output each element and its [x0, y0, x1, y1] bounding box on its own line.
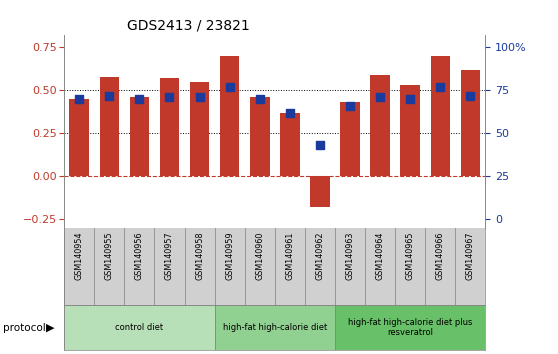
Bar	[215, 305, 335, 350]
Bar	[220, 56, 239, 176]
Text: control diet: control diet	[116, 323, 163, 332]
Point	[195, 95, 204, 100]
Bar	[280, 113, 300, 176]
Bar	[461, 70, 480, 176]
Text: GSM140962: GSM140962	[315, 232, 324, 280]
Text: high-fat high-calorie diet plus
resveratrol: high-fat high-calorie diet plus resverat…	[348, 318, 473, 337]
Bar	[401, 85, 420, 176]
Point	[165, 95, 174, 100]
Text: GSM140956: GSM140956	[135, 232, 144, 280]
Text: GSM140966: GSM140966	[436, 232, 445, 280]
Bar	[310, 176, 330, 207]
Text: GSM140963: GSM140963	[345, 232, 354, 280]
Text: GSM140964: GSM140964	[376, 232, 384, 280]
Text: GSM140957: GSM140957	[165, 232, 174, 280]
Point	[466, 93, 475, 98]
Text: GDS2413 / 23821: GDS2413 / 23821	[127, 19, 250, 33]
Text: GSM140958: GSM140958	[195, 232, 204, 280]
Bar	[69, 99, 89, 176]
Point	[345, 103, 354, 109]
Text: GSM140959: GSM140959	[225, 232, 234, 280]
Bar	[431, 56, 450, 176]
Point	[436, 84, 445, 90]
Point	[406, 96, 415, 102]
Bar	[64, 305, 215, 350]
Text: ▶: ▶	[46, 323, 54, 333]
Point	[376, 95, 384, 100]
Point	[75, 96, 84, 102]
Text: GSM140954: GSM140954	[75, 232, 84, 280]
Text: GSM140965: GSM140965	[406, 232, 415, 280]
Point	[225, 84, 234, 90]
Text: GSM140960: GSM140960	[255, 232, 264, 280]
Bar	[335, 305, 485, 350]
Bar	[340, 102, 360, 176]
Bar	[99, 77, 119, 176]
Bar	[371, 75, 390, 176]
Text: GSM140961: GSM140961	[285, 232, 295, 280]
Point	[256, 96, 264, 102]
Bar	[250, 97, 270, 176]
Text: high-fat high-calorie diet: high-fat high-calorie diet	[223, 323, 327, 332]
Bar	[129, 97, 149, 176]
Bar	[190, 82, 209, 176]
Bar	[160, 78, 179, 176]
Point	[285, 110, 294, 116]
Point	[315, 143, 324, 148]
Text: GSM140955: GSM140955	[105, 232, 114, 280]
Point	[135, 96, 144, 102]
Point	[105, 93, 114, 98]
Text: GSM140967: GSM140967	[466, 232, 475, 280]
Text: protocol: protocol	[3, 323, 46, 333]
